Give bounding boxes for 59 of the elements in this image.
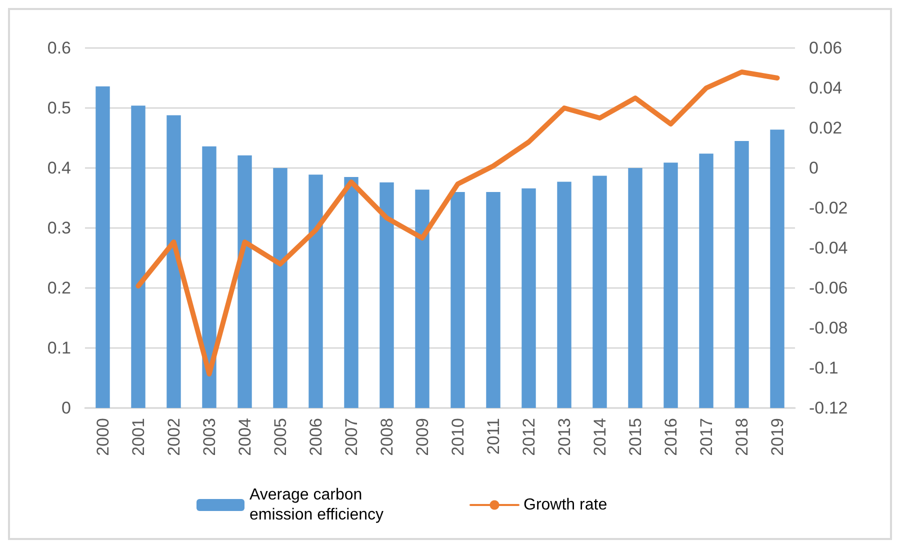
bar [699, 154, 714, 408]
y-tick-label: 0.1 [47, 338, 71, 358]
x-tick-label: 2002 [164, 418, 184, 456]
y-tick-label: 0.2 [47, 278, 71, 298]
bar [664, 162, 678, 408]
x-tick-label: 2006 [306, 418, 326, 456]
x-tick-label: 2004 [235, 418, 254, 456]
x-tick-label: 2015 [626, 418, 645, 456]
bar [415, 190, 430, 408]
bar [96, 86, 110, 408]
x-tick-label: 2019 [768, 418, 787, 456]
bar [131, 106, 146, 408]
y-tick-label: 0.6 [47, 38, 71, 58]
bar [380, 182, 394, 408]
x-tick-label: 2005 [270, 418, 290, 456]
x-tick-label: 2016 [661, 418, 680, 456]
bar [450, 192, 465, 408]
y-tick-label: 0.5 [47, 98, 71, 118]
bar [770, 130, 784, 408]
y2-tick-label: -0.04 [809, 238, 848, 258]
y2-tick-label: 0 [809, 158, 818, 178]
y2-tick-label: -0.1 [809, 358, 838, 378]
y-tick-label: 0.3 [47, 218, 71, 238]
y2-tick-label: 0.04 [809, 78, 842, 98]
x-tick-label: 2000 [93, 418, 112, 456]
y2-tick-label: -0.06 [809, 278, 848, 298]
y-tick-label: 0.4 [47, 158, 71, 178]
y2-tick-label: 0.02 [809, 118, 842, 138]
bar [734, 141, 749, 408]
legend-label: Growth rate [524, 496, 608, 514]
x-tick-label: 2014 [590, 418, 610, 456]
x-tick-label: 2007 [342, 418, 361, 456]
x-tick-label: 2017 [696, 418, 716, 456]
bar [522, 188, 536, 408]
y2-tick-label: -0.12 [809, 398, 848, 418]
bar [557, 182, 572, 408]
y2-tick-label: -0.02 [809, 198, 848, 218]
x-tick-label: 2009 [412, 418, 432, 456]
x-tick-label: 2008 [377, 418, 396, 456]
x-tick-label: 2011 [484, 418, 503, 455]
bar [238, 155, 252, 408]
bar [166, 115, 181, 408]
x-tick-label: 2003 [200, 418, 219, 456]
x-tick-label: 2012 [519, 418, 538, 456]
y2-tick-label: 0.06 [809, 38, 842, 58]
x-tick-label: 2010 [448, 418, 468, 456]
bar [273, 168, 288, 408]
bar [486, 192, 500, 408]
bar [308, 174, 323, 408]
y-tick-label: 0 [62, 398, 71, 418]
x-tick-label: 2018 [732, 418, 752, 456]
y2-tick-label: -0.08 [809, 318, 848, 338]
bar [202, 146, 216, 408]
bar [344, 177, 358, 408]
bar [628, 168, 642, 408]
x-tick-label: 2001 [128, 418, 148, 456]
x-tick-label: 2013 [554, 418, 574, 456]
bar [592, 176, 607, 408]
legend-label: Average carbon emission efficiency [250, 486, 384, 524]
